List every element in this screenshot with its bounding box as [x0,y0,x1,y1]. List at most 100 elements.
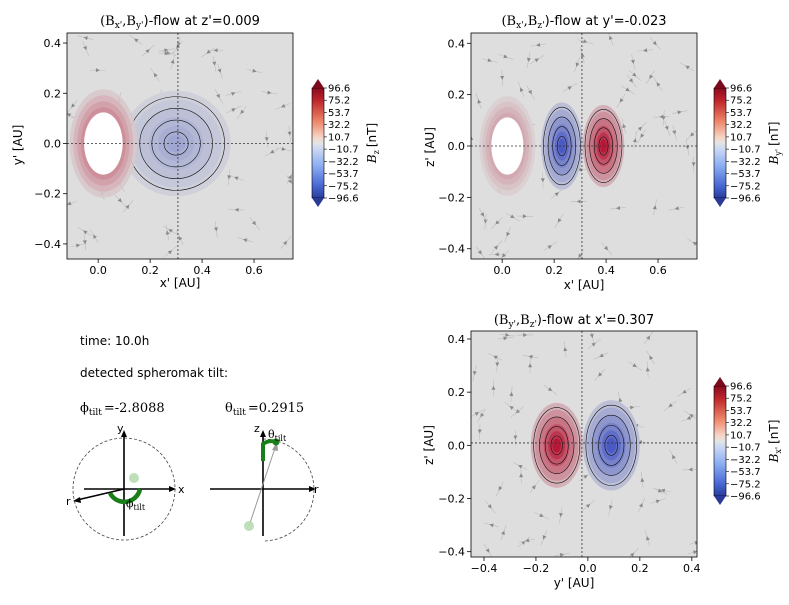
y-tick-label: −0.2 [438,191,465,204]
streamline-arrow [567,86,572,91]
streamline-arrow [165,230,170,235]
theta-tilt-annotation: θtilt [268,428,287,443]
streamline-arrow [659,114,664,119]
streamline-arrow [690,132,695,137]
streamline-arrow [599,353,604,357]
colorbar-tick-label: 32.2 [730,120,752,131]
streamline-arrow [542,535,547,540]
streamline-arrow [692,242,697,246]
colorbar-tick-label: −10.7 [730,443,761,454]
field-line [591,414,631,476]
colorbar: 96.675.253.732.210.7 −10.7−32.2−53.7−75.2… [311,79,381,207]
colorbar-tick-label: −32.2 [730,455,761,466]
streamline-arrow [153,72,158,78]
streamline-arrow [216,93,220,99]
streamline-arrow [603,245,608,251]
streamline-arrow [646,536,650,541]
streamline-arrow [477,99,482,104]
field-line [584,109,623,183]
y-tick-label: 0.0 [448,140,466,153]
streamline-arrow [689,414,694,419]
colorbar-gradient [713,87,727,199]
x-tick-label: −0.4 [471,562,498,575]
streamline-arrow [83,45,87,51]
y-tick-label: −0.2 [438,493,465,506]
streamline-arrow [503,54,508,59]
streamline-arrow [264,137,269,142]
streamline-arrow [615,205,621,210]
streamline-arrow [628,78,633,83]
streamline-arrow [677,110,682,115]
colorbar-label: Bx'[nT] [767,420,783,464]
colorbar-gradient [713,385,727,497]
streamline-arrow [267,90,272,95]
streamline-arrow [522,214,527,219]
streamline-arrow [501,530,505,536]
streamline-arrow [243,238,248,243]
field-layer [471,33,697,259]
y-tick-label: 0.0 [448,439,466,452]
streamline-arrow [168,229,173,233]
y-tick-label: 0.4 [44,37,62,50]
colorbar-tick-label: 53.7 [730,108,752,119]
streamline-arrow [585,503,591,509]
streamline-arrow [213,48,218,53]
streamline-arrow [217,68,222,74]
y-axis-name: y [117,422,124,435]
x-tick-label: −0.2 [523,562,550,575]
x-tick-label: 0.2 [141,264,159,277]
x-tick-label: 0.4 [597,264,615,277]
field-line [557,135,567,157]
r-axis-line [76,488,125,501]
x-tick-label: 0.4 [193,264,211,277]
y-tick-label: −0.4 [438,243,465,256]
streamline-arrow [117,198,122,203]
colorbar-tick-label: 10.7 [730,430,752,441]
streamline-arrow [501,253,507,258]
streamline-arrow [619,98,624,103]
colorbar-extend-bottom [714,198,726,207]
y-axis-arrow [121,430,127,437]
colorbar-tick-label: −75.2 [328,181,359,192]
streamline-arrow [692,550,697,555]
streamline-arrow [660,488,666,493]
streamline-arrow [231,108,236,112]
streamline-arrow [485,548,490,553]
colorbar-tick-label: 10.7 [730,132,752,143]
streamline-arrow [691,162,696,167]
streamline-arrow [640,477,645,482]
streamline-arrow [578,253,583,258]
colorbar-tick-label: 75.2 [730,96,752,107]
streamline-arrow [523,333,528,338]
streamline-arrow [487,58,492,63]
y-tick-label: −0.4 [438,546,465,559]
streamline-arrow [655,499,661,504]
r-axis-arrow [309,486,316,492]
colorbar-tick-label: −53.7 [328,169,359,180]
colorbar-tick-label: −96.6 [730,194,761,205]
streamline-arrow [240,109,245,115]
panel-xy-flow: (Bx',By')-flow at z'=0.009 0.0 0.2 0.4 0.6 −… [11,14,381,290]
plot-area: 0.0 0.2 0.4 0.6 −0.4 −0.2 0.0 0.2 0.4 [34,32,294,277]
streamline-arrow [178,236,183,241]
colorbar-tick-label: −32.2 [730,157,761,168]
y-tick-label: 0.2 [448,386,466,399]
streamline-arrow [231,91,236,96]
streamline-arrow [483,219,488,224]
streamline-arrow [494,252,499,257]
streamline-arrow [531,485,536,490]
detected-tilt-label: detected spheromak tilt: [80,366,228,380]
streamline-arrow [500,75,505,80]
streamline-arrow [288,179,292,184]
streamline-arrow [480,212,484,217]
streamline-arrow [559,553,565,557]
colorbar-tick-label: −96.6 [328,194,359,205]
field-line [539,416,575,474]
streamline-arrow [67,113,72,118]
streamline-arrow [270,149,275,154]
field-contour [606,437,617,453]
colorbar-tick-label: 32.2 [328,120,350,131]
streamline-arrow [652,205,657,210]
streamline-arrow [645,367,650,372]
streamline-arrow [212,61,217,66]
